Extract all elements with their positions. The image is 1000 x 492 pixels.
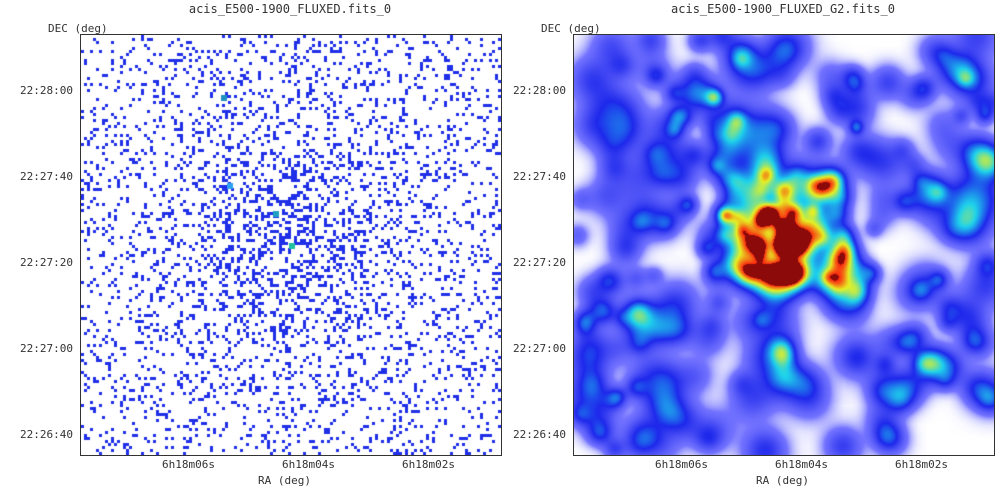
right-ytick-label: 22:27:00 <box>513 342 566 355</box>
left-xtick-label: 6h18m04s <box>282 458 335 471</box>
left-raw-image <box>81 35 501 455</box>
right-ytick-label: 22:28:00 <box>513 84 566 97</box>
right-image-plot[interactable] <box>573 34 995 456</box>
right-panel-title: acis_E500-1900_FLUXED_G2.fits_0 <box>671 2 895 16</box>
left-ytick-label: 22:27:20 <box>20 256 73 269</box>
left-ytick-label: 22:27:00 <box>20 342 73 355</box>
right-y-axis-label: DEC (deg) <box>541 22 601 35</box>
left-ytick-label: 22:27:40 <box>20 170 73 183</box>
left-ytick-label: 22:28:00 <box>20 84 73 97</box>
left-x-axis-label: RA (deg) <box>258 474 311 487</box>
right-xtick-label: 6h18m02s <box>895 458 948 471</box>
right-xtick-label: 6h18m04s <box>775 458 828 471</box>
left-panel-title: acis_E500-1900_FLUXED.fits_0 <box>188 2 392 16</box>
right-ytick-label: 22:27:40 <box>513 170 566 183</box>
right-ytick-label: 22:27:20 <box>513 256 566 269</box>
left-xtick-label: 6h18m06s <box>162 458 215 471</box>
left-ytick-label: 22:26:40 <box>20 428 73 441</box>
right-x-axis-label: RA (deg) <box>756 474 809 487</box>
left-image-plot[interactable] <box>80 34 502 456</box>
left-xtick-label: 6h18m02s <box>402 458 455 471</box>
left-y-axis-label: DEC (deg) <box>48 22 108 35</box>
right-ytick-label: 22:26:40 <box>513 428 566 441</box>
right-smoothed-image <box>574 35 994 455</box>
right-xtick-label: 6h18m06s <box>655 458 708 471</box>
